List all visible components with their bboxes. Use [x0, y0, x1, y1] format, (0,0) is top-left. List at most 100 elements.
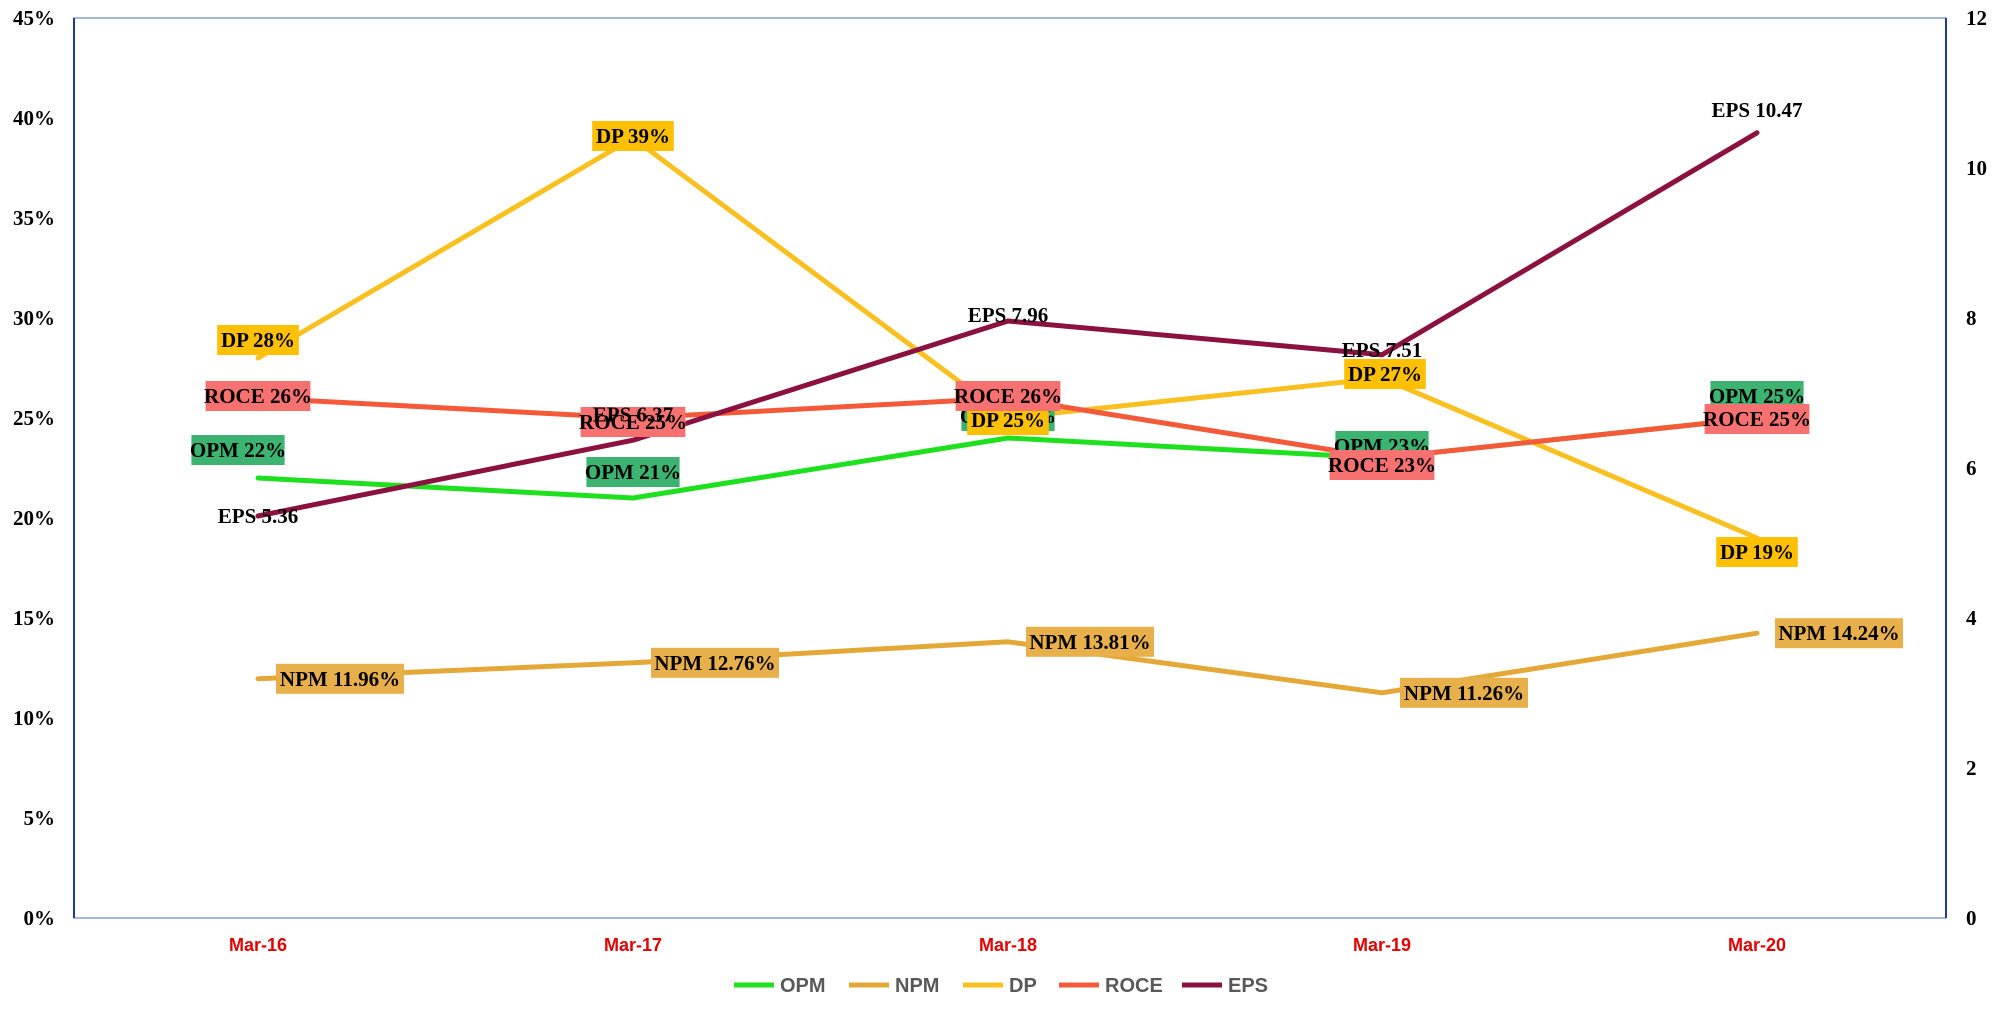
- series-line-dp: [255, 135, 1760, 541]
- svg-text:EPS 7.96: EPS 7.96: [968, 303, 1049, 327]
- right-tick-label: 8: [1966, 306, 1977, 330]
- left-tick-label: 40%: [13, 106, 55, 130]
- left-tick-label: 0%: [24, 906, 56, 930]
- x-tick-label: Mar-17: [604, 935, 662, 955]
- left-tick-label: 45%: [13, 6, 55, 30]
- data-label-box: [1716, 537, 1798, 567]
- data-labels: NPM 11.96% NPM 12.76% NPM 13.81% NPM 11.26%…: [190, 98, 1903, 708]
- data-label-eps: EPS 7.51: [1342, 338, 1423, 362]
- data-label-dp: DP 39%: [592, 121, 674, 151]
- svg-text:ROCE 26%: ROCE 26%: [204, 384, 312, 408]
- data-label-box: [651, 647, 779, 678]
- legend-label: NPM: [895, 975, 939, 997]
- left-tick-label: 15%: [13, 606, 55, 630]
- data-label-npm: NPM 12.76%: [651, 647, 779, 678]
- data-label-box: [580, 407, 686, 437]
- svg-text:DP 27%: DP 27%: [1348, 362, 1422, 386]
- legend-item-dp: DP: [963, 975, 1037, 997]
- left-tick-label: 10%: [13, 706, 55, 730]
- data-label-box: [955, 381, 1061, 411]
- data-label-box: [1329, 450, 1435, 480]
- data-label-box: [191, 435, 285, 465]
- data-label-box: [276, 663, 404, 694]
- svg-text:DP 28%: DP 28%: [221, 328, 295, 352]
- x-tick-label: Mar-19: [1353, 935, 1411, 955]
- right-tick-label: 6: [1966, 456, 1977, 480]
- left-tick-label: 25%: [13, 406, 55, 430]
- svg-text:OPM 21%: OPM 21%: [585, 460, 681, 484]
- data-label-box: [1704, 404, 1810, 434]
- x-axis-ticks: Mar-16 Mar-17 Mar-18 Mar-19 Mar-20: [229, 935, 1786, 955]
- data-label-roce: ROCE 25%: [1703, 404, 1811, 434]
- svg-text:ROCE 26%: ROCE 26%: [954, 384, 1062, 408]
- legend: OPM NPM DP ROCE EPS: [734, 975, 1268, 997]
- data-label-box: [592, 121, 674, 151]
- svg-text:EPS 10.47: EPS 10.47: [1711, 98, 1802, 122]
- data-label-npm: NPM 11.96%: [276, 663, 404, 694]
- data-label-npm: NPM 11.26%: [1400, 677, 1528, 708]
- left-tick-label: 5%: [24, 806, 56, 830]
- data-label-npm: NPM 13.81%: [1026, 626, 1154, 657]
- data-label-dp: DP 28%: [217, 325, 299, 355]
- data-label-box: [205, 381, 311, 411]
- data-label-roce: ROCE 25%: [579, 407, 687, 437]
- svg-text:EPS 6.37: EPS 6.37: [593, 402, 674, 426]
- svg-text:DP 19%: DP 19%: [1720, 540, 1794, 564]
- data-label-box: [1344, 359, 1426, 389]
- svg-text:DP 39%: DP 39%: [596, 124, 670, 148]
- data-label-box: [1400, 677, 1528, 708]
- x-tick-label: Mar-18: [979, 935, 1037, 955]
- plot-area-border: [73, 17, 1947, 919]
- legend-item-roce: ROCE: [1059, 975, 1163, 997]
- svg-text:EPS 5.36: EPS 5.36: [218, 504, 299, 528]
- legend-label: DP: [1009, 975, 1037, 997]
- data-label-box: [586, 457, 680, 487]
- right-tick-label: 10: [1966, 156, 1987, 180]
- data-label-roce: ROCE 23%: [1328, 450, 1436, 480]
- left-tick-label: 30%: [13, 306, 55, 330]
- x-tick-label: Mar-20: [1728, 935, 1786, 955]
- left-tick-label: 20%: [13, 506, 55, 530]
- data-label-roce: ROCE 26%: [204, 381, 312, 411]
- legend-item-eps: EPS: [1182, 975, 1268, 997]
- legend-label: OPM: [780, 975, 826, 997]
- legend-label: ROCE: [1105, 975, 1163, 997]
- data-label-opm: OPM 21%: [585, 457, 681, 487]
- svg-text:ROCE 25%: ROCE 25%: [579, 410, 687, 434]
- right-tick-label: 2: [1966, 756, 1977, 780]
- data-label-eps: EPS 7.96: [968, 303, 1049, 327]
- legend-item-opm: OPM: [734, 975, 826, 997]
- svg-text:NPM 14.24%: NPM 14.24%: [1778, 621, 1899, 645]
- data-label-eps: EPS 5.36: [218, 504, 299, 528]
- svg-text:OPM 22%: OPM 22%: [190, 438, 286, 462]
- data-label-box: [217, 325, 299, 355]
- data-label-dp: DP 27%: [1344, 359, 1426, 389]
- legend-item-npm: NPM: [849, 975, 939, 997]
- right-axis-ticks: 0 2 4 6 8 10 12: [1966, 6, 1987, 930]
- data-label-box: [1026, 626, 1154, 657]
- right-tick-label: 4: [1966, 606, 1977, 630]
- data-label-npm: NPM 14.24%: [1775, 618, 1903, 649]
- legend-label: EPS: [1228, 975, 1268, 997]
- svg-text:NPM 13.81%: NPM 13.81%: [1029, 630, 1150, 654]
- svg-text:EPS 7.51: EPS 7.51: [1342, 338, 1423, 362]
- svg-text:NPM 11.96%: NPM 11.96%: [280, 667, 400, 691]
- data-label-opm: OPM 22%: [190, 435, 286, 465]
- series-line-eps: [255, 130, 1760, 519]
- svg-text:ROCE 25%: ROCE 25%: [1703, 407, 1811, 431]
- x-tick-label: Mar-16: [229, 935, 287, 955]
- right-tick-label: 12: [1966, 6, 1987, 30]
- svg-text:DP 25%: DP 25%: [971, 408, 1045, 432]
- data-label-eps: EPS 6.37: [593, 402, 674, 426]
- svg-text:ROCE 23%: ROCE 23%: [1328, 453, 1436, 477]
- data-label-eps: EPS 10.47: [1711, 98, 1802, 122]
- svg-text:NPM 11.26%: NPM 11.26%: [1404, 681, 1524, 705]
- data-label-dp: DP 19%: [1716, 537, 1798, 567]
- left-axis-ticks: 0% 5% 10% 15% 20% 25% 30% 35% 40% 45%: [13, 6, 55, 930]
- data-label-box: [1775, 618, 1903, 649]
- right-tick-label: 0: [1966, 906, 1977, 930]
- series-line-npm: [255, 630, 1760, 696]
- data-label-roce: ROCE 26%: [954, 381, 1062, 411]
- left-tick-label: 35%: [13, 206, 55, 230]
